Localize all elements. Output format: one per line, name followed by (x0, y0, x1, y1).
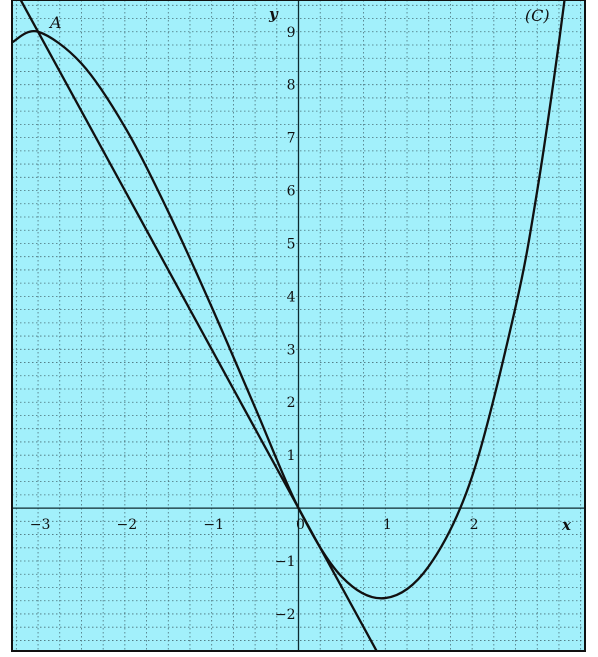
x-tick-label: 2 (470, 517, 479, 533)
y-tick-label: 4 (287, 289, 296, 305)
y-tick-label: −1 (275, 554, 296, 570)
y-tick-label: 3 (287, 342, 296, 358)
x-tick-label: −2 (117, 517, 138, 533)
x-axis-label: x (561, 516, 572, 534)
tangent-line (19, 0, 378, 651)
y-tick-label: 6 (287, 184, 296, 200)
y-tick-label: 8 (287, 78, 296, 94)
y-tick-label: 1 (287, 448, 296, 464)
series-group (12, 0, 566, 651)
curve-c-label: (C) (525, 6, 550, 25)
tick-labels: −3 −2 −1 0 1 2 −2 −1 1 2 3 4 5 6 7 8 9 (30, 25, 479, 623)
x-tick-label: −1 (203, 517, 224, 533)
plot-frame (11, 0, 586, 652)
y-tick-label: 2 (287, 395, 296, 411)
y-tick-label: −2 (275, 607, 296, 623)
x-tick-label: 0 (296, 517, 305, 533)
annotations: A (C) (48, 6, 550, 32)
y-tick-label: 5 (287, 236, 296, 252)
point-a-label: A (48, 13, 62, 32)
x-tick-label: −3 (30, 517, 51, 533)
x-tick-label: 1 (383, 517, 392, 533)
curve-c (12, 0, 566, 600)
y-tick-label: 9 (287, 25, 296, 41)
y-tick-label: 7 (287, 131, 296, 147)
y-axis-label: y (268, 5, 279, 23)
